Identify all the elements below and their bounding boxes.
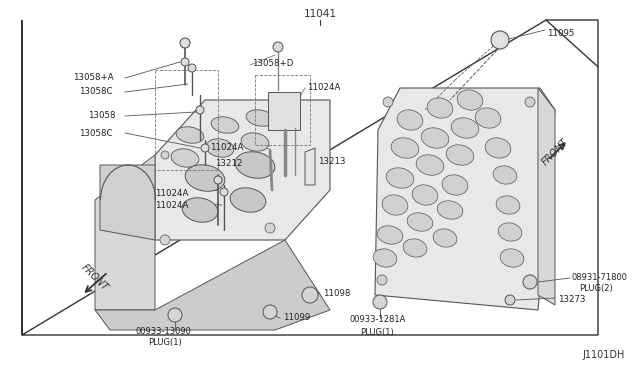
Ellipse shape (235, 152, 275, 178)
Ellipse shape (397, 110, 423, 130)
Text: PLUG(2): PLUG(2) (579, 285, 612, 294)
Ellipse shape (421, 128, 449, 148)
Ellipse shape (176, 127, 204, 143)
Circle shape (263, 305, 277, 319)
Ellipse shape (377, 226, 403, 244)
Text: 11099: 11099 (283, 314, 310, 323)
Ellipse shape (442, 175, 468, 195)
Ellipse shape (437, 201, 463, 219)
Text: 11095: 11095 (547, 29, 574, 38)
Text: 11024A: 11024A (307, 83, 340, 93)
Circle shape (168, 308, 182, 322)
Ellipse shape (373, 249, 397, 267)
Ellipse shape (433, 229, 457, 247)
Ellipse shape (498, 223, 522, 241)
Text: 13213: 13213 (318, 157, 346, 167)
Polygon shape (538, 88, 555, 305)
Ellipse shape (211, 117, 239, 133)
Ellipse shape (457, 90, 483, 110)
Circle shape (180, 38, 190, 48)
Text: 11098: 11098 (323, 289, 350, 298)
Ellipse shape (407, 213, 433, 231)
Circle shape (273, 42, 283, 52)
Circle shape (491, 31, 509, 49)
Ellipse shape (185, 165, 225, 191)
Text: 11024A: 11024A (210, 144, 243, 153)
Ellipse shape (493, 166, 517, 184)
Ellipse shape (206, 139, 234, 157)
Ellipse shape (241, 133, 269, 151)
Text: 13212: 13212 (216, 158, 243, 167)
Text: 11024A: 11024A (155, 201, 188, 209)
Polygon shape (305, 148, 315, 185)
Polygon shape (95, 155, 155, 310)
Polygon shape (268, 92, 300, 130)
Ellipse shape (391, 138, 419, 158)
Ellipse shape (416, 155, 444, 175)
Ellipse shape (403, 239, 427, 257)
Circle shape (181, 58, 189, 66)
Ellipse shape (412, 185, 438, 205)
Ellipse shape (500, 249, 524, 267)
Circle shape (302, 287, 318, 303)
Text: FRONT: FRONT (540, 137, 570, 167)
Ellipse shape (451, 118, 479, 138)
Circle shape (281, 106, 289, 114)
Circle shape (265, 223, 275, 233)
Text: 11041: 11041 (303, 9, 337, 19)
Ellipse shape (382, 195, 408, 215)
Ellipse shape (496, 196, 520, 214)
Circle shape (525, 275, 535, 285)
Ellipse shape (485, 138, 511, 158)
Ellipse shape (246, 110, 274, 126)
Polygon shape (100, 165, 155, 240)
Circle shape (188, 64, 196, 72)
Circle shape (201, 144, 209, 152)
Circle shape (373, 295, 387, 309)
Polygon shape (22, 20, 598, 335)
Polygon shape (150, 100, 330, 240)
Circle shape (161, 151, 169, 159)
Text: 08931-71800: 08931-71800 (572, 273, 628, 282)
Text: 11024A: 11024A (155, 189, 188, 198)
Ellipse shape (446, 145, 474, 165)
Text: 13058C: 13058C (79, 128, 113, 138)
Text: 00933-1281A: 00933-1281A (350, 315, 406, 324)
Text: 13058C: 13058C (79, 87, 113, 96)
Circle shape (505, 295, 515, 305)
Text: 13058+D: 13058+D (252, 58, 293, 67)
Circle shape (160, 235, 170, 245)
Ellipse shape (475, 108, 501, 128)
Polygon shape (375, 88, 555, 310)
Text: 13058+A: 13058+A (73, 74, 114, 83)
Ellipse shape (386, 168, 414, 188)
Circle shape (383, 97, 393, 107)
Text: 00933-13090: 00933-13090 (135, 327, 191, 337)
Ellipse shape (427, 98, 453, 118)
Polygon shape (95, 240, 330, 330)
Circle shape (220, 188, 228, 196)
Circle shape (525, 97, 535, 107)
Circle shape (214, 176, 222, 184)
Ellipse shape (182, 198, 218, 222)
Circle shape (377, 275, 387, 285)
Text: 13058: 13058 (88, 112, 115, 121)
Text: J1101DH: J1101DH (582, 350, 625, 360)
Ellipse shape (171, 149, 199, 167)
Circle shape (523, 275, 537, 289)
Circle shape (196, 106, 204, 114)
Text: PLUG(1): PLUG(1) (148, 339, 182, 347)
Ellipse shape (230, 188, 266, 212)
Text: PLUG(1): PLUG(1) (360, 327, 394, 337)
Text: FRONT: FRONT (80, 263, 110, 293)
Text: 13273: 13273 (558, 295, 586, 305)
